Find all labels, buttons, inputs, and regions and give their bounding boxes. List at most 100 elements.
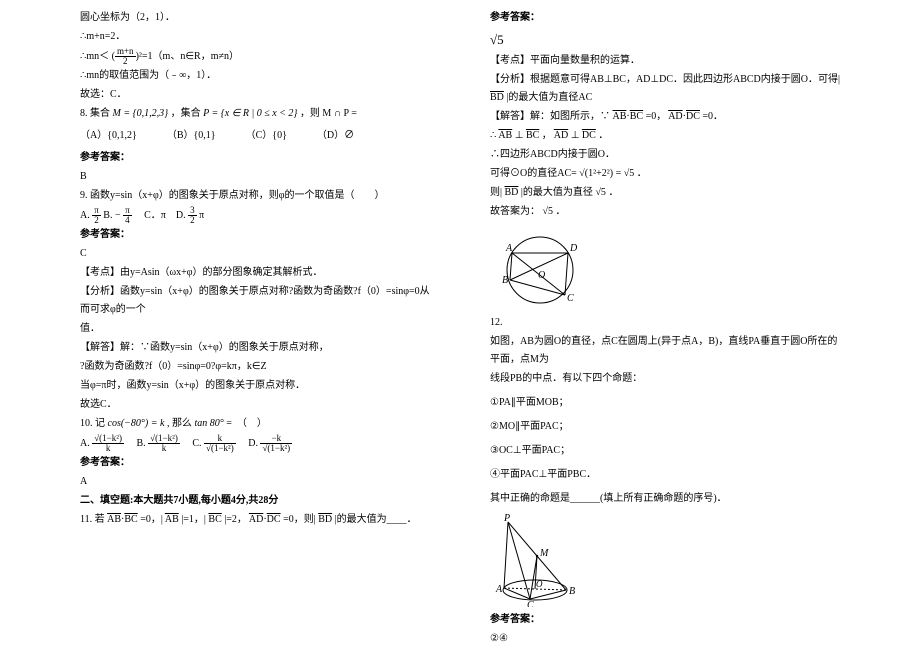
question-12-prompt: 其中正确的命题是______(填上所有正确命题的序号)． — [490, 490, 840, 508]
text: 【分析】根据题意可得AB⊥BC，AD⊥DC．因此四边形ABCD内接于圆O．可得| — [490, 74, 840, 85]
section-header: 二、填空题:本大题共7小题,每小题4分,共28分 — [80, 492, 430, 510]
label-a: A — [495, 584, 503, 595]
vector-bc: BC — [526, 130, 539, 141]
label-a: A — [505, 243, 513, 254]
text: |的最大值为直径AC — [506, 92, 592, 103]
question-9: 9. 函数y=sin（x+φ）的图象关于原点对称，则φ的一个取值是（ ） — [80, 187, 430, 205]
denominator: 2 — [115, 57, 136, 66]
vector-bd: BD — [318, 514, 332, 525]
label-b: B — [502, 275, 508, 286]
text: 故答案为： — [490, 206, 540, 217]
vector-ab: AB — [498, 130, 512, 141]
question-11: 11. 若 AB·BC =0，| AB |=1，| BC |=2， AD·DC … — [80, 511, 430, 529]
vector-bc: BC — [208, 514, 221, 525]
label-b: B — [569, 586, 575, 597]
analysis-jd: 【解答】解：如图所示，∵ AB·BC =0， AD·DC =0． — [490, 108, 840, 126]
text: =0，则| — [283, 514, 316, 525]
math: tan 80° — [194, 418, 223, 429]
label-m: M — [539, 548, 549, 559]
statement-3: ③OC⊥平面PAC； — [490, 442, 840, 460]
text: |=2， — [224, 514, 247, 525]
vector-bd: BD — [490, 92, 504, 103]
option-row: （A）{0,1,2} （B）{0,1} （C）{0} （D）∅ — [80, 127, 430, 145]
statement-4: ④平面PAC⊥平面PBC． — [490, 466, 840, 484]
text: 10. 记 — [80, 418, 105, 429]
denominator: k — [92, 444, 124, 453]
vector-dc: DC — [686, 111, 700, 122]
analysis-jd: 可得⊙O的直径AC= √(1²+2²) = √5 ． — [490, 165, 840, 183]
option-d: （D）∅ — [317, 127, 354, 145]
result: √5 — [624, 168, 635, 179]
vector-ab: AB — [165, 514, 179, 525]
vector-bd: BD — [505, 187, 519, 198]
answer-value: B — [80, 168, 430, 186]
vector-ab: AB — [107, 514, 121, 525]
analysis-fx: 值． — [80, 320, 430, 338]
text: ， — [542, 130, 552, 141]
option-c: （C）{0} — [246, 127, 287, 145]
analysis-kd: 【考点】由y=Asin（ωx+φ）的部分图象确定其解析式． — [80, 264, 430, 282]
fraction: √(1−k²)k — [148, 434, 180, 453]
text: =0． — [702, 111, 723, 122]
text: ． — [608, 187, 618, 198]
answer-label: 参考答案： — [490, 611, 840, 629]
text-line: 故选：C． — [80, 86, 430, 104]
text: ⊥ — [515, 130, 524, 141]
question-12-body: 线段PB的中点．有以下四个命题： — [490, 370, 840, 388]
cone-diagram: P M A B C O — [490, 512, 580, 607]
answer-label: 参考答案： — [490, 9, 840, 27]
vector-ad: AD — [668, 111, 682, 122]
text: =0， — [646, 111, 667, 122]
option-b-label: B. — [103, 210, 115, 221]
question-8: 8. 集合 M = {0,1,2,3} ，集合 P = {x ∈ R | 0 ≤… — [80, 105, 430, 123]
option-a: （A）{0,1,2} — [80, 127, 137, 145]
text: 可得⊙O的直径AC= — [490, 168, 577, 179]
neg: − — [115, 210, 121, 221]
math: cos(−80°) = k — [108, 418, 165, 429]
vector-bc: BC — [124, 514, 137, 525]
vector-ab: AB — [613, 111, 627, 122]
text: 【解答】解：如图所示，∵ — [490, 111, 610, 122]
text-line: ∴m+n=2． — [80, 28, 430, 46]
analysis-jd: 故答案为： √5 ． — [490, 203, 840, 221]
answer-label: 参考答案： — [80, 149, 430, 167]
denominator: √(1−k²) — [260, 444, 292, 453]
analysis-jd: 则| BD |的最大值为直径 √5 ． — [490, 184, 840, 202]
math-set: P = {x ∈ R | 0 ≤ x < 2} — [203, 108, 297, 119]
denominator: 2 — [92, 216, 101, 225]
label-c: C — [527, 600, 534, 607]
text: π — [199, 210, 204, 221]
statement-1: ①PA∥平面MOB； — [490, 394, 840, 412]
math: √(1²+2²) — [579, 168, 613, 179]
result: √5 — [543, 206, 554, 217]
option-d-label: D. — [238, 438, 260, 449]
text-line: ∴mn的取值范围为（﹣∞，1）． — [80, 67, 430, 85]
text: 11. 若 — [80, 514, 105, 525]
vector-ad: AD — [554, 130, 568, 141]
answer-value: ②④ — [490, 630, 840, 648]
text: |的最大值为直径 — [521, 187, 593, 198]
text: , 那么 — [167, 418, 192, 429]
denominator: √(1−k²) — [204, 444, 236, 453]
answer-label: 参考答案： — [80, 226, 430, 244]
text: ，则 M ∩ P = — [300, 108, 357, 119]
fraction: −k√(1−k²) — [260, 434, 292, 453]
circle-diagram: A D B C O — [490, 225, 590, 310]
text: ，集合 — [171, 108, 204, 119]
fraction: k√(1−k²) — [204, 434, 236, 453]
result: √5 — [595, 187, 606, 198]
math-set: M = {0,1,2,3} — [113, 108, 169, 119]
fraction: 32 — [188, 206, 197, 225]
vector-bc: BC — [630, 111, 643, 122]
question-12-num: 12. — [490, 314, 840, 332]
text: ∴ — [490, 130, 496, 141]
question-12-body: 如图，AB为圆O的直径，点C在圆周上(异于点A，B)，直线PA垂直于圆O所在的平… — [490, 333, 840, 369]
option-b-label: B. — [126, 438, 148, 449]
text: ． — [598, 130, 608, 141]
analysis-jd: ?函数为奇函数?f（0）=sinφ=0?φ=kπ，k∈Z — [80, 358, 430, 376]
answer-value: C — [80, 245, 430, 263]
option-b: （B）{0,1} — [167, 127, 216, 145]
option-row: A. π2 B. − π4 C．π D. 32 π — [80, 206, 430, 225]
page-container: 圆心坐标为（2，1）． ∴m+n=2． ∴mn＜ (m+n2)²=1（m、n∈R… — [0, 0, 920, 657]
analysis-jd: 故选C． — [80, 396, 430, 414]
